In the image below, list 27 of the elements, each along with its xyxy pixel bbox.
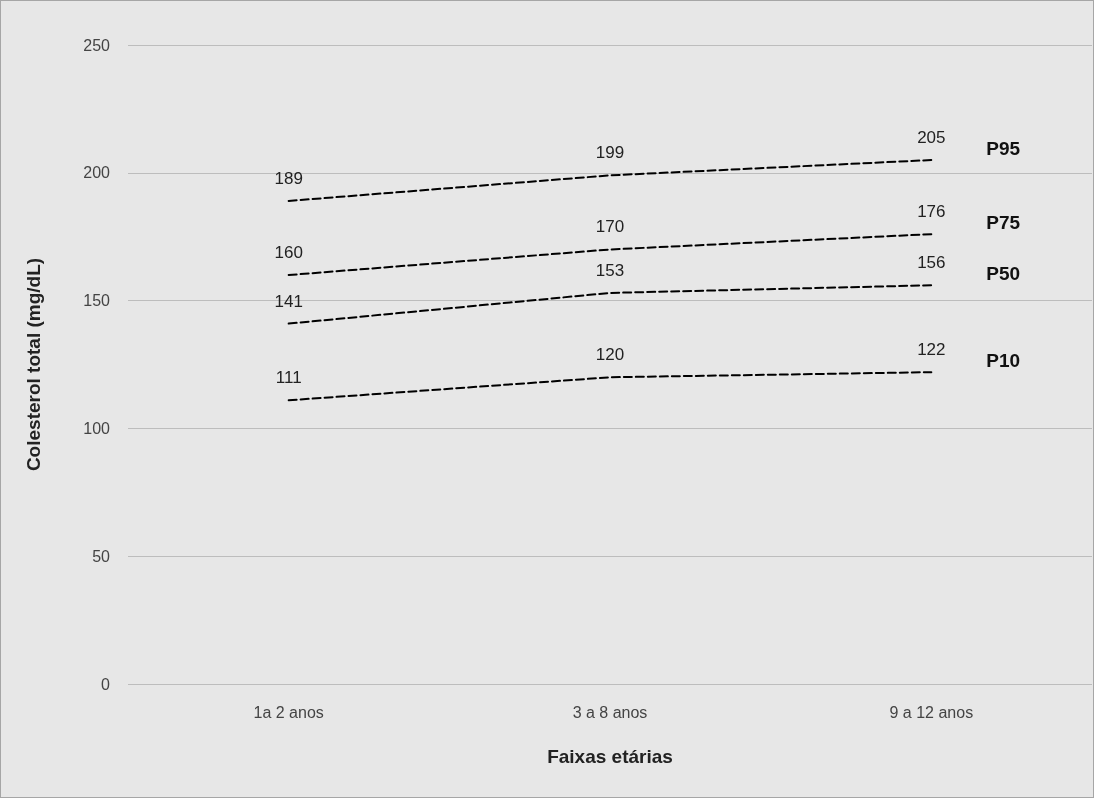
- data-label: 156: [917, 253, 946, 273]
- x-tick-label: 1a 2 anos: [253, 703, 324, 721]
- y-tick-label: 0: [101, 675, 111, 693]
- data-label: 141: [274, 291, 303, 311]
- data-label: 176: [917, 202, 946, 222]
- y-tick-label: 150: [83, 292, 111, 310]
- y-tick-label: 50: [92, 547, 111, 565]
- data-label: 205: [917, 128, 946, 148]
- data-label: 153: [595, 260, 625, 280]
- x-tick-label: 9 a 12 anos: [889, 703, 974, 721]
- y-tick-label: 100: [83, 419, 111, 437]
- data-label: 160: [274, 243, 303, 263]
- x-tick-label: 3 a 8 anos: [572, 703, 648, 721]
- text: P95: [986, 137, 1021, 159]
- y-axis-title: Colesterol total (mg/dL): [23, 257, 44, 472]
- text: P75: [986, 211, 1021, 233]
- x-axis-title: Faixas etárias: [547, 746, 673, 767]
- data-label: 111: [275, 368, 302, 388]
- data-label: 120: [595, 345, 625, 365]
- text: P10: [986, 349, 1021, 371]
- data-label: 170: [595, 217, 625, 237]
- data-label: 199: [595, 143, 625, 163]
- data-label: 189: [274, 168, 303, 188]
- y-tick-label: 200: [83, 164, 111, 182]
- text: P50: [986, 262, 1021, 284]
- y-tick-label: 250: [83, 36, 111, 54]
- data-label: 122: [917, 340, 946, 360]
